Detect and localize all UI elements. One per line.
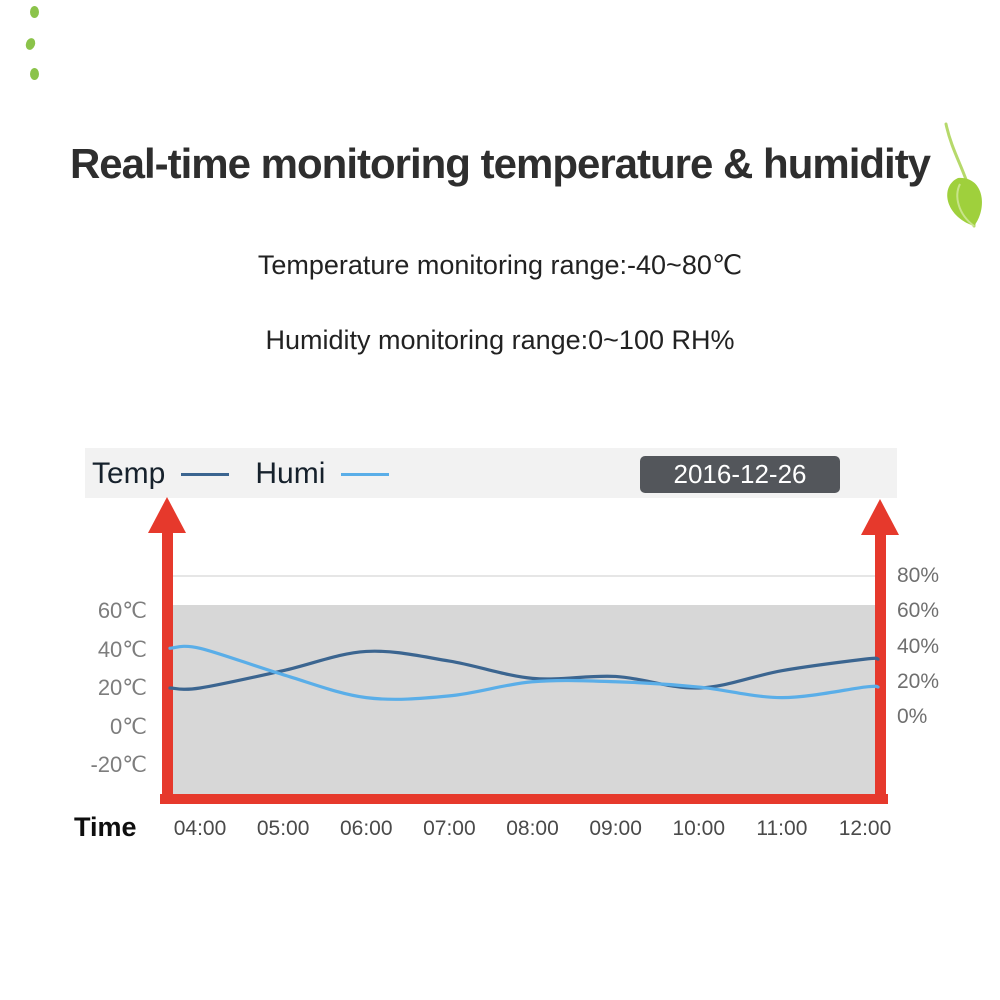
right-axis-bar	[875, 531, 886, 796]
tick-right-label: 80%	[897, 564, 940, 587]
tick-left-label: 0℃	[110, 713, 147, 739]
gridline-80	[173, 575, 876, 577]
x-axis-bar	[160, 794, 888, 804]
plot-band	[173, 605, 876, 795]
tick-x-label: 07:00	[423, 817, 476, 840]
green-dot	[24, 36, 37, 52]
left-axis-bar	[162, 531, 173, 796]
green-dot	[30, 68, 39, 80]
tick-right-label: 40%	[897, 634, 940, 658]
date-badge[interactable]: 2016-12-26	[640, 456, 840, 493]
left-axis-arrow-icon	[148, 497, 186, 533]
humi-line-swatch	[341, 472, 390, 476]
temperature-range-text: Temperature monitoring range:-40~80℃	[257, 250, 743, 280]
tick-left-label: -20℃	[90, 752, 147, 777]
legend-label-temp: Temp	[92, 457, 166, 490]
temp-line-swatch	[181, 472, 230, 476]
right-axis-arrow-icon	[861, 499, 899, 535]
tick-right-label: 20%	[897, 669, 940, 693]
tick-right-label: 60%	[897, 599, 940, 623]
tick-x-label: 05:00	[256, 817, 310, 840]
tick-x-label: 10:00	[672, 817, 726, 840]
legend-label-humi: Humi	[255, 457, 326, 490]
tick-x-label: 06:00	[339, 817, 393, 840]
tick-x-label: 09:00	[589, 817, 642, 840]
tick-left-label: 40℃	[97, 636, 147, 662]
tick-right-label: 0%	[897, 705, 928, 728]
tick-left-label: 20℃	[97, 675, 147, 700]
tick-x-label: 04:00	[173, 817, 227, 840]
tick-x-label: 12:00	[838, 817, 892, 840]
humidity-range-text: Humidity monitoring range:0~100 RH%	[265, 325, 735, 355]
chart-legend: Temp Humi	[92, 453, 415, 495]
tick-x-label: 08:00	[506, 817, 559, 840]
tick-x-label: 11:00	[756, 817, 808, 840]
tick-left-label: 60℃	[97, 598, 147, 623]
page-title: Real-time monitoring temperature & humid…	[69, 140, 931, 187]
green-dot	[30, 6, 39, 18]
time-axis-label: Time	[74, 812, 137, 842]
